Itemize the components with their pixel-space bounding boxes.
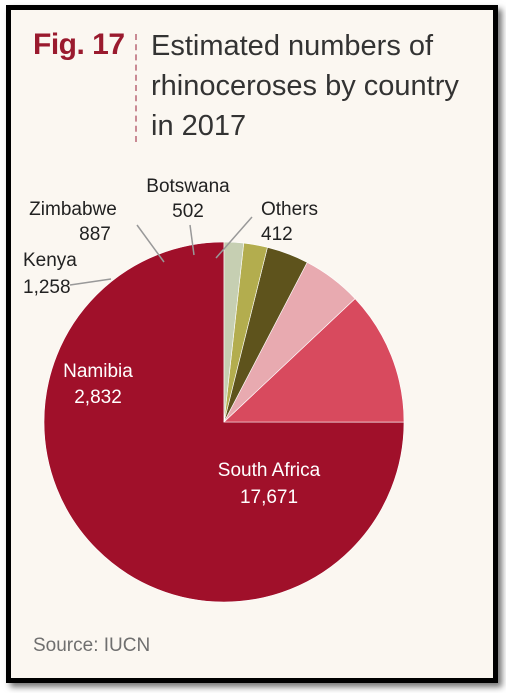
figure-frame: Fig. 17 Estimated numbers of rhinocerose… — [6, 5, 498, 683]
leader-line-others — [215, 216, 253, 259]
slice-value-south-africa: 17,671 — [240, 487, 298, 508]
slice-label-south-africa: South Africa — [218, 460, 321, 481]
leader-line-botswana — [189, 224, 195, 256]
slice-value-others: 412 — [261, 224, 293, 245]
title-divider — [135, 34, 137, 142]
slice-value-zimbabwe: 887 — [79, 224, 111, 245]
figure-label: Fig. 17 — [33, 28, 125, 61]
chart-title: Estimated numbers of rhinoceroses by cou… — [151, 30, 459, 142]
slice-value-botswana: 502 — [172, 201, 204, 222]
source-note: Source: IUCN — [33, 635, 151, 656]
slice-label-namibia: Namibia — [63, 361, 133, 382]
slice-label-others: Others — [261, 199, 318, 220]
pie-slice-south-africa — [43, 241, 405, 603]
slice-label-zimbabwe: Zimbabwe — [29, 199, 117, 220]
pie-slice-namibia — [223, 298, 405, 423]
leader-line-kenya — [69, 278, 112, 286]
slice-value-namibia: 2,832 — [74, 387, 122, 408]
slice-label-botswana: Botswana — [146, 176, 230, 197]
pie-slice-others — [223, 241, 245, 423]
leader-line-zimbabwe — [136, 224, 165, 263]
slice-value-kenya: 1,258 — [23, 277, 71, 298]
pie-chart: South Africa 17,671 Namibia 2,832 Kenya 1,258… — [23, 176, 405, 603]
slice-label-kenya: Kenya — [23, 250, 77, 271]
